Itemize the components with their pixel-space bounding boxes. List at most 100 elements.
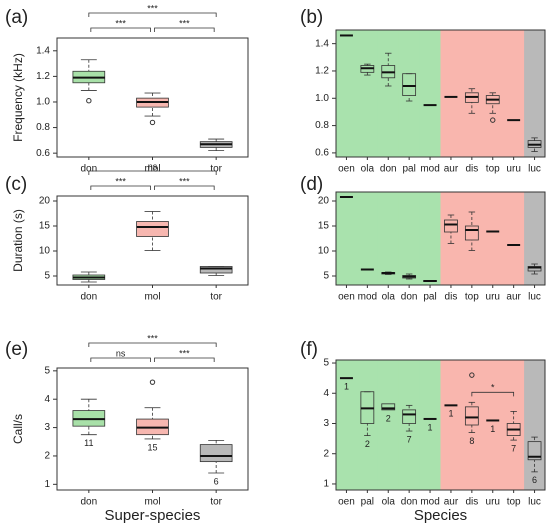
y-tick-label: 4 bbox=[323, 388, 329, 399]
y-axis-label: Duration (s) bbox=[11, 209, 25, 272]
x-tick-label: tor bbox=[210, 497, 222, 508]
background-band bbox=[419, 30, 441, 157]
box bbox=[444, 219, 458, 233]
x-tick-label: oen bbox=[338, 164, 355, 175]
significance-label: ns bbox=[148, 161, 158, 171]
outlier bbox=[86, 97, 92, 104]
y-tick-label: 5 bbox=[44, 271, 50, 282]
x-tick-label: ola bbox=[382, 497, 396, 508]
x-tick-label: mod bbox=[358, 292, 377, 303]
x-tick-label: top bbox=[465, 292, 479, 303]
sample-size: 1 bbox=[428, 422, 433, 432]
outlier bbox=[149, 379, 156, 385]
background-band bbox=[461, 192, 483, 285]
x-tick-label: top bbox=[507, 497, 521, 508]
plot-frame bbox=[335, 29, 546, 158]
significance-label: ns bbox=[116, 348, 126, 358]
y-tick-label: 15 bbox=[39, 221, 51, 232]
sample-size: 7 bbox=[511, 443, 516, 453]
panel-label: (a) bbox=[5, 7, 28, 28]
sample-size: 6 bbox=[532, 475, 537, 485]
significance-bracket bbox=[154, 185, 215, 190]
plot-frame bbox=[56, 195, 249, 286]
x-tick-label: dis bbox=[445, 292, 458, 303]
significance-bracket bbox=[88, 342, 217, 347]
x-tick-label: don bbox=[401, 497, 418, 508]
y-tick-label: 3 bbox=[44, 422, 50, 433]
background-band bbox=[503, 30, 525, 157]
x-tick-label: oen bbox=[338, 292, 355, 303]
x-tick-label: pal bbox=[423, 292, 436, 303]
x-tick-label: top bbox=[486, 164, 500, 175]
sample-size: 2 bbox=[365, 439, 370, 449]
y-tick-label: 3 bbox=[323, 418, 329, 429]
panel-label: (e) bbox=[5, 339, 28, 360]
x-tick-label: mod bbox=[420, 164, 439, 175]
x-tick-label: mol bbox=[144, 292, 160, 303]
background-band bbox=[356, 30, 379, 157]
background-band bbox=[419, 360, 441, 490]
significance-bracket bbox=[90, 357, 151, 362]
significance-label: *** bbox=[179, 348, 190, 358]
x-tick-label: don bbox=[380, 164, 397, 175]
significance-label: *** bbox=[115, 18, 126, 28]
background-band bbox=[356, 192, 379, 285]
x-tick-label: don bbox=[80, 497, 97, 508]
x-tick-label: aur bbox=[444, 497, 459, 508]
outlier bbox=[490, 117, 496, 123]
y-tick-label: 5 bbox=[323, 358, 329, 369]
y-tick-label: 1 bbox=[323, 479, 329, 490]
box bbox=[402, 73, 417, 96]
x-tick-label: uru bbox=[486, 497, 500, 508]
x-tick-label: luc bbox=[528, 292, 541, 303]
x-tick-label: don bbox=[80, 292, 97, 303]
box bbox=[402, 409, 417, 424]
y-axis-label: Frequency (kHz) bbox=[11, 53, 25, 142]
plot-frame bbox=[56, 367, 249, 491]
significance-label: *** bbox=[147, 3, 158, 13]
box bbox=[464, 406, 479, 426]
background-band bbox=[377, 360, 400, 490]
significance-label: *** bbox=[179, 176, 190, 186]
x-tick-label: oen bbox=[338, 497, 355, 508]
background-band bbox=[440, 30, 462, 157]
plot-frame bbox=[56, 37, 249, 158]
y-tick-label: 15 bbox=[318, 221, 330, 232]
box bbox=[527, 441, 542, 461]
significance-label: *** bbox=[147, 333, 158, 343]
outlier bbox=[149, 119, 156, 126]
x-tick-label: tor bbox=[210, 164, 222, 175]
background-band bbox=[336, 30, 358, 157]
background-band bbox=[503, 360, 525, 490]
box bbox=[136, 221, 169, 237]
box bbox=[464, 225, 479, 241]
y-tick-label: 1.4 bbox=[36, 45, 50, 56]
y-tick-label: 4 bbox=[44, 394, 50, 405]
sample-size: 1 bbox=[448, 409, 453, 419]
box bbox=[199, 444, 233, 463]
y-tick-label: 5 bbox=[323, 271, 329, 282]
x-tick-label: mol bbox=[144, 497, 160, 508]
plot-frame bbox=[335, 359, 546, 491]
background-band bbox=[440, 360, 462, 490]
y-tick-label: 1.4 bbox=[315, 38, 329, 49]
y-tick-label: 1.2 bbox=[36, 71, 50, 82]
y-tick-label: 10 bbox=[318, 246, 330, 257]
background-band bbox=[482, 192, 504, 285]
significance-bracket bbox=[88, 170, 217, 175]
y-tick-label: 5 bbox=[44, 365, 50, 376]
y-tick-label: 0.8 bbox=[36, 122, 50, 133]
x-tick-label: luc bbox=[528, 497, 541, 508]
y-tick-label: 20 bbox=[318, 196, 330, 207]
sample-size: 2 bbox=[386, 413, 391, 423]
background-band bbox=[398, 30, 421, 157]
background-band bbox=[461, 30, 483, 157]
sample-size: 1 bbox=[490, 424, 495, 434]
x-tick-label: ola bbox=[361, 164, 375, 175]
background-band bbox=[524, 30, 546, 157]
background-band bbox=[419, 192, 441, 285]
y-tick-label: 1 bbox=[44, 479, 50, 490]
x-tick-label: luc bbox=[528, 164, 541, 175]
x-tick-label: tor bbox=[210, 292, 222, 303]
